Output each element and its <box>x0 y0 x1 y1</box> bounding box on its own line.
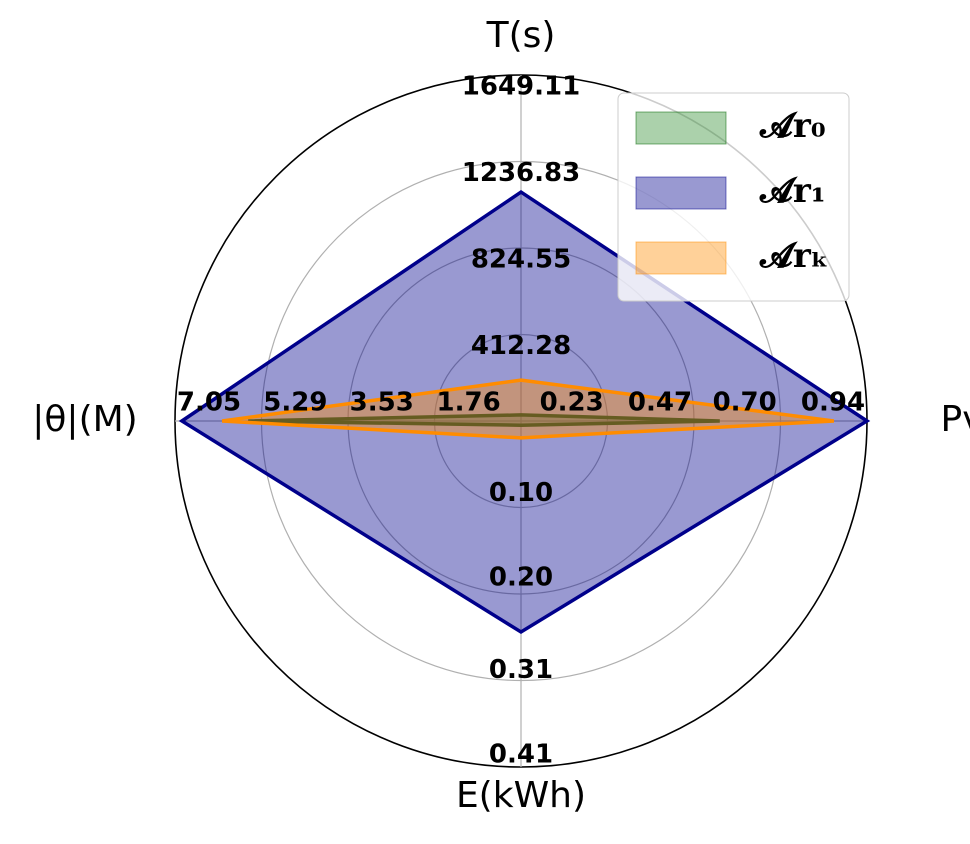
legend-swatch <box>635 176 727 210</box>
tick-label: 0.23 <box>540 388 604 418</box>
tick-label: 5.29 <box>263 388 327 418</box>
axis-label: T(s) <box>486 15 556 56</box>
tick-label: 1.76 <box>437 388 501 418</box>
tick-label: 7.05 <box>177 388 241 418</box>
legend-swatch <box>635 241 727 275</box>
axis-label: E(kWh) <box>456 775 586 816</box>
axis-label: Pv <box>940 399 970 440</box>
series-area <box>178 189 871 635</box>
tick-label: 824.55 <box>471 245 571 275</box>
tick-label: 1236.83 <box>462 158 580 188</box>
legend-label: 𝓐r₀ <box>759 106 826 146</box>
tick-label: 3.53 <box>350 388 414 418</box>
tick-label: 412.28 <box>471 331 571 361</box>
axis-label: |θ|(M) <box>32 399 137 440</box>
legend-box <box>617 92 850 302</box>
legend-label: 𝓐rₖ <box>759 236 829 276</box>
legend-swatch <box>635 111 727 145</box>
tick-label: 1649.11 <box>462 72 580 102</box>
tick-label: 0.31 <box>489 655 553 685</box>
series-area <box>221 378 835 440</box>
series-area <box>248 413 720 427</box>
tick-label: 0.10 <box>489 478 553 508</box>
tick-label: 0.41 <box>489 740 553 770</box>
tick-label: 0.47 <box>628 388 692 418</box>
legend-label: 𝓐r₁ <box>759 171 826 211</box>
tick-label: 0.70 <box>713 388 777 418</box>
tick-label: 0.20 <box>489 562 553 592</box>
tick-label: 0.94 <box>801 388 865 418</box>
